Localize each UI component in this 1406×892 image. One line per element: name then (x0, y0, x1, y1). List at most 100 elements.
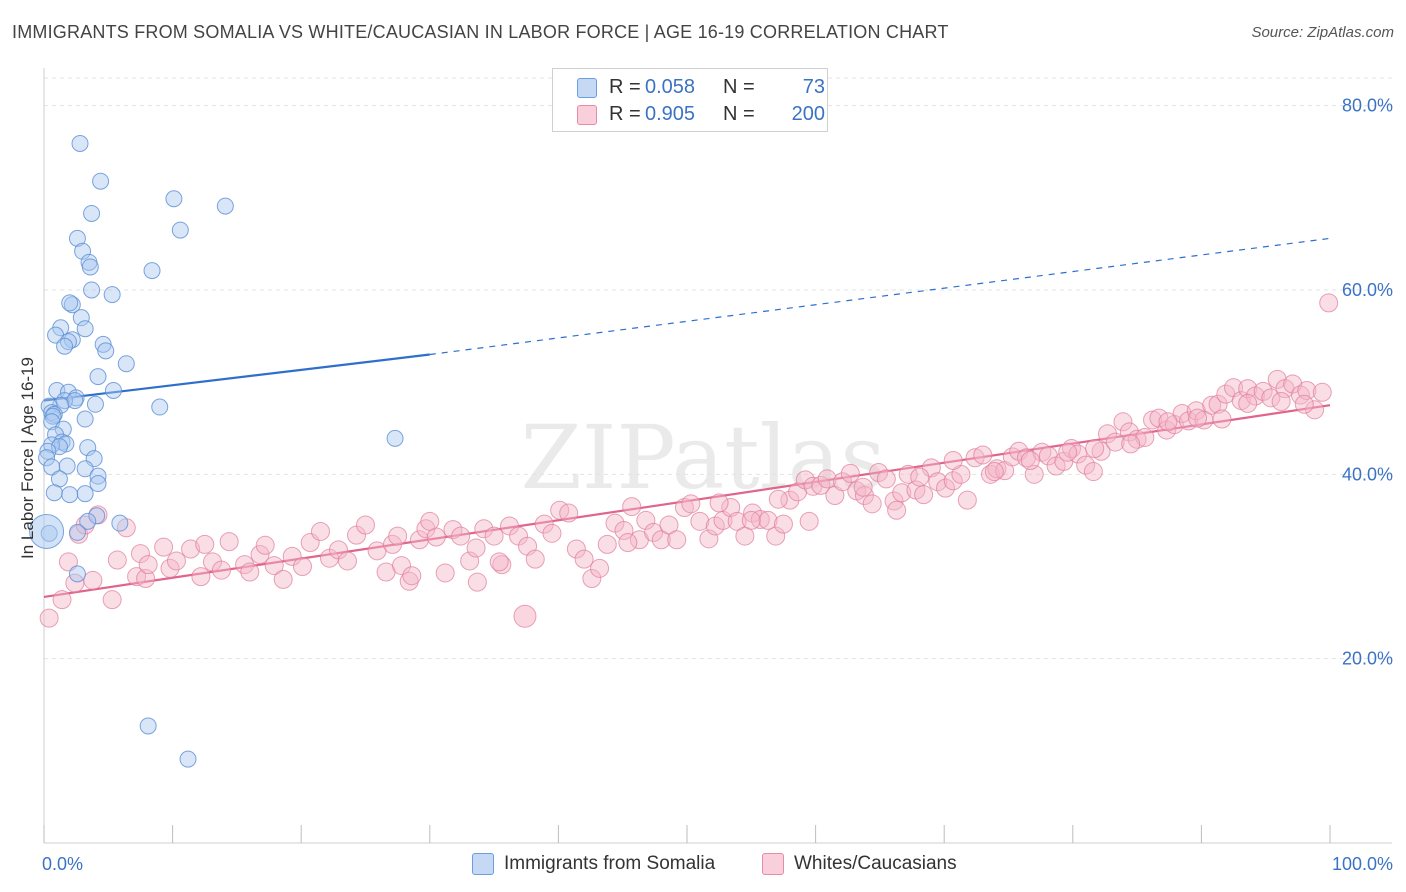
blue-trendline-extension (429, 237, 1331, 356)
blue-point (117, 355, 135, 373)
legend-n-value: 200 (791, 103, 825, 125)
pink-point (651, 530, 671, 550)
pink-point (597, 534, 617, 554)
pink-point (1305, 400, 1325, 420)
pink-point (853, 477, 873, 497)
blue-point (103, 286, 121, 304)
pink-point (898, 464, 918, 484)
pink-point (727, 511, 747, 531)
blue-point (68, 565, 86, 583)
pink-point (768, 489, 788, 509)
pink-point (667, 530, 687, 550)
blue-point (86, 395, 104, 413)
pink-point (674, 498, 694, 518)
bottom-legend-swatch-pink (762, 853, 784, 875)
pink-point (965, 448, 985, 468)
pink-point (1212, 409, 1232, 429)
pink-point (833, 472, 853, 492)
pink-point (484, 526, 504, 546)
pink-point (138, 555, 158, 575)
pink-point (973, 445, 993, 465)
pink-point (1253, 381, 1273, 401)
pink-point (39, 608, 59, 628)
pink-point (582, 568, 602, 588)
pink-point (943, 471, 963, 491)
bottom-legend-label: Whites/Caucasians (794, 853, 957, 874)
pink-point (928, 472, 948, 492)
x-tick-label-min: 0.0% (42, 854, 83, 874)
blue-point (63, 296, 81, 314)
pink-point (388, 526, 408, 546)
source-credit: Source: ZipAtlas.com (1251, 24, 1394, 41)
pink-point (817, 469, 837, 489)
pink-point (525, 549, 545, 569)
pink-point (1188, 408, 1208, 428)
pink-point (1135, 427, 1155, 447)
pink-point (758, 510, 778, 530)
blue-point (66, 392, 84, 410)
pink-point (492, 555, 512, 575)
pink-point (1271, 392, 1291, 412)
pink-point (1238, 379, 1258, 399)
pink-point (1076, 455, 1096, 475)
pink-point (1020, 451, 1040, 470)
pink-point (1208, 394, 1228, 414)
pink-point (451, 526, 471, 546)
blue-point (74, 242, 92, 260)
blue-point (111, 514, 129, 532)
blue-point (143, 262, 161, 280)
blue-point (179, 750, 197, 768)
pink-point (166, 551, 186, 571)
blue-point (76, 485, 94, 503)
pink-point (854, 486, 874, 506)
blue-point (72, 309, 90, 327)
blue-point (61, 294, 79, 312)
blue-point (97, 342, 115, 360)
pink-point (1297, 380, 1317, 400)
pink-point (1172, 403, 1192, 423)
blue-point (71, 134, 89, 152)
pink-point (402, 566, 422, 586)
blue-point (89, 467, 107, 485)
blue-point (68, 229, 86, 247)
pink-point (1083, 462, 1103, 482)
bottom-legend-label: Immigrants from Somalia (504, 853, 716, 874)
pink-point (690, 511, 710, 531)
legend-n-label: N = (723, 76, 755, 98)
pink-point (622, 497, 642, 517)
pink-point (681, 494, 701, 514)
y-tick-label: 60.0% (1342, 280, 1393, 300)
pink-point (102, 590, 122, 610)
pink-point (618, 533, 638, 553)
pink-point (443, 520, 463, 540)
pink-point (466, 538, 486, 558)
pink-point (766, 526, 786, 546)
blue-point (38, 449, 56, 467)
pink-point (892, 483, 912, 503)
pink-point (709, 493, 729, 513)
pink-point (862, 494, 882, 514)
blue-point (139, 717, 157, 735)
pink-point (614, 521, 634, 541)
legend-r-label: R = (609, 76, 641, 98)
pink-point (943, 451, 963, 470)
pink-point (935, 478, 955, 498)
blue-point (79, 439, 97, 457)
pink-point (788, 482, 808, 502)
pink-point (743, 503, 763, 523)
pink-point (1098, 424, 1118, 444)
pink-point (273, 569, 293, 589)
pink-point (130, 544, 150, 564)
blue-point (216, 197, 234, 215)
pink-point-large (513, 604, 537, 628)
blue-point (151, 398, 169, 416)
blue-point (386, 429, 404, 447)
pink-point (399, 571, 419, 591)
pink-point (410, 530, 430, 550)
pink-point (292, 556, 312, 576)
pink-point (984, 462, 1004, 482)
blue-point (39, 442, 57, 460)
pink-point (566, 539, 586, 559)
pink-point (250, 545, 270, 565)
